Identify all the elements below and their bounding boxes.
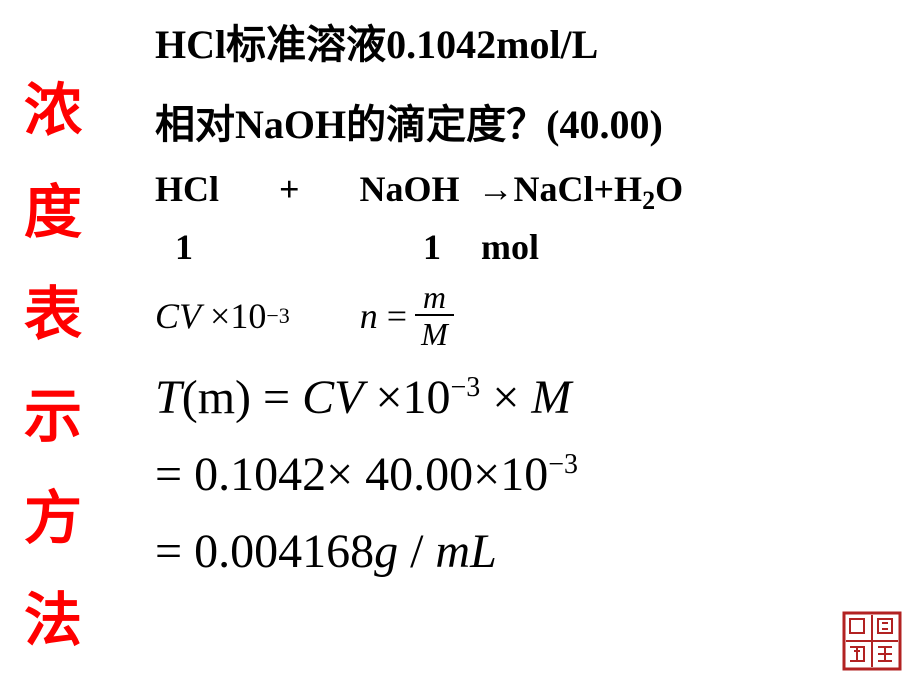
n-var: n	[360, 295, 378, 337]
times-1: ×	[210, 295, 230, 337]
title-char-1: 浓	[18, 60, 88, 162]
title-char-4: 示	[18, 366, 88, 468]
stoich-1a: 1	[175, 227, 193, 267]
val-2: 40.00	[365, 448, 473, 501]
times-2: ×	[375, 371, 402, 424]
cv-var: CV	[155, 295, 201, 337]
g-unit: g	[374, 525, 398, 578]
exp-3: −3	[548, 449, 578, 480]
eq-naoh: NaOH	[360, 169, 460, 209]
T-var: T	[155, 371, 182, 424]
title-char-5: 方	[18, 468, 88, 570]
times-3: ×	[492, 371, 519, 424]
calc-line-1: = 0.1042× 40.00×10−3	[155, 447, 683, 502]
eq-hcl: HCl	[155, 169, 219, 209]
paren-m: (m)	[182, 371, 251, 424]
eq-sign-1: =	[387, 295, 407, 337]
exp-2: −3	[451, 372, 481, 403]
eq-nacl: NaCl+H	[514, 169, 643, 209]
eq-o: O	[655, 169, 683, 209]
eq-arrow: →	[478, 169, 514, 209]
stoich-mol: mol	[481, 227, 539, 267]
heading-line-2: 相对NaOH的滴定度？(40.00)	[155, 92, 683, 150]
exp-1: −3	[266, 303, 289, 329]
concentration-value: 0.1042mol/L	[386, 22, 598, 67]
content-area: HCl标准溶液0.1042mol/L 相对NaOH的滴定度？(40.00) HC…	[155, 12, 683, 579]
naoh-text: NaOH	[235, 102, 346, 147]
molar-mass-value: (40.00)	[546, 102, 663, 147]
M-var: M	[531, 371, 571, 424]
ml-unit: mL	[435, 525, 496, 578]
std-solution-text: 标准溶液	[226, 22, 386, 67]
eq-plus: +	[279, 169, 300, 209]
cv-var-2: CV	[302, 371, 363, 424]
stoich-1b: 1	[423, 227, 441, 267]
result-line: = 0.004168g / mL	[155, 524, 683, 579]
hcl-text: HCl	[155, 22, 226, 67]
stoich-line: 1 1 mol	[155, 226, 683, 268]
frac-num: m	[415, 280, 454, 316]
ten-1: 10	[230, 295, 266, 337]
times-5: ×	[473, 448, 500, 501]
titration-text: 的滴定度？	[346, 102, 546, 147]
seal-icon	[842, 611, 902, 676]
ten-3: 10	[500, 448, 548, 501]
frac-den: M	[413, 316, 456, 352]
title-char-2: 度	[18, 162, 88, 264]
eq-sign-4: =	[155, 525, 182, 578]
eq-sign-3: =	[155, 448, 182, 501]
equation-line: HCl + NaOH →NaCl+H2O	[155, 168, 683, 216]
heading-line-1: HCl标准溶液0.1042mol/L	[155, 12, 683, 70]
times-4: ×	[326, 448, 353, 501]
formula-line-1: CV ×10−3 n = m M	[155, 280, 683, 352]
result-value: 0.004168	[194, 525, 374, 578]
eq-sign-2: =	[263, 371, 290, 424]
fraction: m M	[413, 280, 456, 352]
ten-2: 10	[403, 371, 451, 424]
val-1: 0.1042	[194, 448, 326, 501]
slash: /	[410, 525, 423, 578]
formula-line-2: T(m) = CV ×10−3 × M	[155, 370, 683, 425]
eq-sub2: 2	[642, 186, 655, 215]
relative-text: 相对	[155, 102, 235, 147]
vertical-title: 浓 度 表 示 方 法	[18, 60, 88, 672]
title-char-3: 表	[18, 264, 88, 366]
title-char-6: 法	[18, 570, 88, 672]
